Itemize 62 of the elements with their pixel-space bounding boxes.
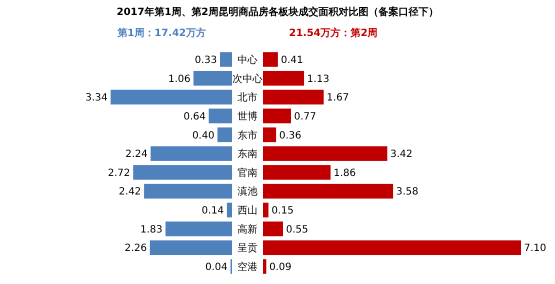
data-label: 1.86 [334, 168, 356, 179]
data-label: 1.83 [140, 224, 162, 236]
bar [110, 90, 232, 104]
data-label: 0.33 [194, 54, 218, 66]
y-tick-label: 北市 [238, 92, 258, 104]
bar [217, 127, 232, 142]
data-label: 0.04 [205, 262, 228, 274]
bar [263, 259, 266, 274]
bar [263, 127, 276, 142]
data-label: 2.26 [124, 243, 147, 254]
bar [150, 240, 232, 256]
y-tick-label: 东南 [238, 148, 258, 160]
bar [263, 202, 268, 218]
y-tick-label: 滇池 [238, 186, 258, 198]
series-label: 第1周：17.42万方 [116, 27, 206, 39]
data-label: 2.42 [118, 186, 142, 198]
bar [226, 202, 232, 218]
bar [263, 70, 304, 86]
y-tick-label: 呈贡 [238, 243, 258, 254]
data-label: 1.13 [307, 74, 330, 85]
bar [263, 90, 324, 104]
bar [220, 52, 232, 67]
data-label: 1.06 [168, 74, 190, 85]
y-tick-label: 西山 [238, 204, 258, 217]
bar [263, 108, 291, 124]
data-label: 3.58 [396, 186, 418, 198]
bar [263, 222, 283, 236]
y-tick-label: 世博 [238, 110, 258, 122]
data-label: 1.67 [326, 92, 349, 104]
bar [166, 222, 232, 236]
data-label: 0.14 [202, 206, 224, 217]
data-label: 0.77 [294, 111, 316, 122]
data-label: 0.55 [286, 224, 308, 236]
data-label: 2.72 [108, 168, 130, 179]
text: 2017年第1周、第2周昆明商品房各板块成交面积对比图（备案口径下） [116, 6, 438, 18]
series-label: 21.54万方：第2周 [289, 27, 378, 39]
y-tick-label: 高新 [238, 223, 258, 236]
data-label: 3.34 [85, 92, 108, 104]
data-label: 0.41 [280, 54, 304, 66]
y-tick-label: 空港 [238, 261, 258, 274]
data-label: 0.64 [183, 111, 206, 122]
bar [144, 184, 232, 199]
bar [133, 165, 232, 180]
data-label: 7.10 [524, 243, 546, 254]
y-tick-label: 中心 [238, 54, 258, 66]
bar [263, 52, 278, 67]
data-label: 0.40 [192, 130, 214, 142]
bar [263, 184, 394, 199]
bar [193, 70, 232, 86]
bar [263, 240, 521, 256]
data-label: 2.24 [125, 149, 148, 160]
y-tick-label: 官南 [238, 166, 258, 179]
data-label: 0.09 [269, 262, 292, 274]
y-tick-label: 东市 [238, 129, 258, 142]
bar [263, 165, 331, 180]
data-label: 0.15 [271, 206, 294, 217]
bar [208, 108, 232, 124]
data-label: 3.42 [390, 149, 413, 160]
data-label: 0.36 [279, 130, 302, 142]
y-tick-label: 次中心 [232, 72, 262, 85]
bar [263, 146, 388, 161]
bar [150, 146, 232, 161]
